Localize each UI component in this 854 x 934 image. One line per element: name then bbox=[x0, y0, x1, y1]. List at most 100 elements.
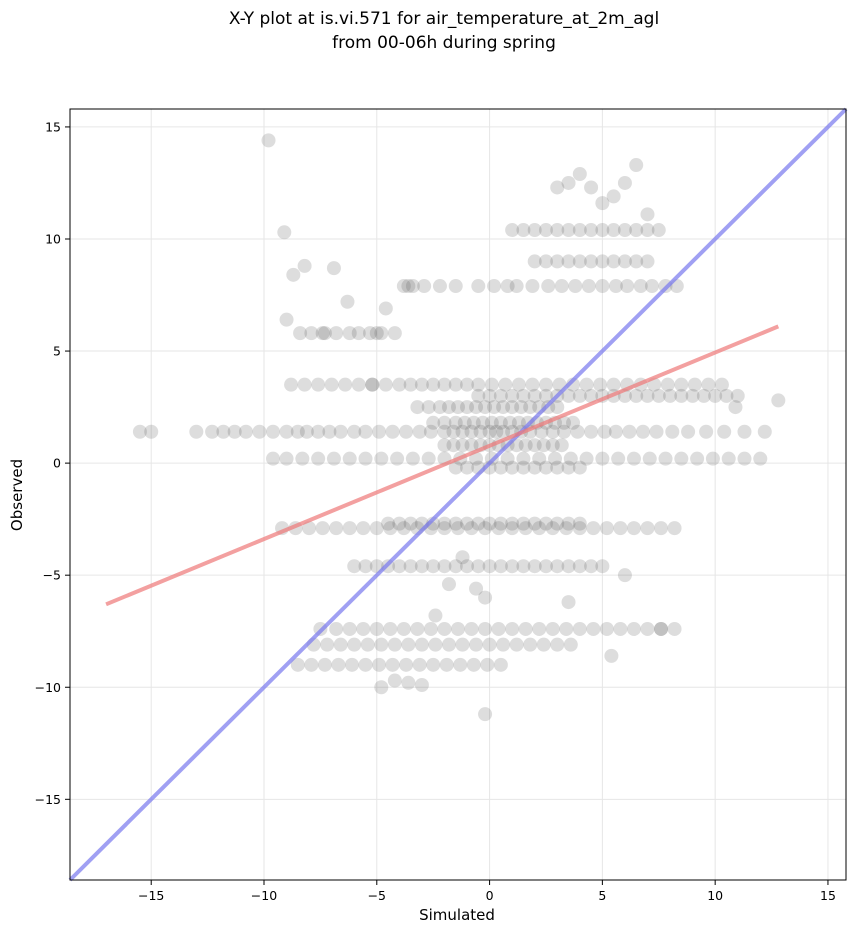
data-point bbox=[629, 158, 644, 173]
data-point bbox=[464, 438, 479, 453]
data-point bbox=[484, 415, 499, 430]
data-point bbox=[383, 621, 398, 636]
data-point bbox=[586, 521, 601, 536]
data-point bbox=[667, 521, 682, 536]
data-point bbox=[437, 559, 452, 574]
data-point bbox=[649, 424, 664, 439]
data-point bbox=[304, 326, 319, 341]
data-point bbox=[757, 424, 772, 439]
data-point bbox=[338, 377, 353, 392]
data-point bbox=[493, 559, 508, 574]
data-point bbox=[554, 279, 569, 294]
data-point bbox=[392, 377, 407, 392]
data-point bbox=[667, 621, 682, 636]
data-point bbox=[635, 424, 650, 439]
data-point bbox=[654, 621, 669, 636]
data-point bbox=[651, 388, 666, 403]
data-point bbox=[572, 388, 587, 403]
data-point bbox=[372, 424, 387, 439]
data-point bbox=[351, 377, 366, 392]
data-point bbox=[674, 388, 689, 403]
data-point bbox=[493, 415, 508, 430]
data-point bbox=[471, 516, 486, 531]
data-point bbox=[451, 521, 465, 536]
data-point bbox=[550, 180, 565, 195]
data-point bbox=[505, 521, 520, 536]
data-point bbox=[378, 301, 393, 316]
data-point bbox=[437, 415, 452, 430]
data-point bbox=[286, 267, 301, 282]
y-tick-label: 5 bbox=[53, 344, 61, 359]
y-tick-label: 0 bbox=[53, 456, 61, 471]
data-point bbox=[261, 133, 276, 148]
data-point bbox=[681, 424, 696, 439]
data-point bbox=[266, 451, 281, 466]
data-point bbox=[482, 637, 497, 652]
data-point bbox=[538, 254, 553, 269]
data-point bbox=[437, 424, 452, 439]
data-point bbox=[426, 657, 441, 672]
data-point bbox=[484, 377, 499, 392]
data-point bbox=[599, 621, 614, 636]
data-point bbox=[489, 424, 504, 439]
data-point bbox=[329, 326, 344, 341]
data-point bbox=[518, 521, 533, 536]
data-point bbox=[238, 424, 253, 439]
data-point bbox=[378, 377, 393, 392]
data-point bbox=[329, 621, 344, 636]
data-point bbox=[505, 460, 520, 475]
chart-title-line-1: X-Y plot at is.vi.571 for air_temperatur… bbox=[229, 9, 659, 29]
data-point bbox=[311, 424, 326, 439]
y-axis-label: Observed bbox=[8, 459, 26, 531]
data-point bbox=[753, 451, 768, 466]
data-point bbox=[369, 521, 384, 536]
data-point bbox=[441, 400, 456, 415]
data-point bbox=[385, 657, 400, 672]
data-point bbox=[550, 223, 565, 238]
data-point bbox=[701, 377, 716, 392]
data-point bbox=[417, 279, 432, 294]
data-point bbox=[451, 621, 465, 636]
data-point bbox=[584, 223, 599, 238]
data-point bbox=[284, 377, 299, 392]
data-point bbox=[708, 388, 723, 403]
data-point bbox=[518, 621, 533, 636]
data-point bbox=[523, 400, 538, 415]
data-point bbox=[660, 377, 675, 392]
data-point bbox=[396, 521, 411, 536]
data-point bbox=[426, 415, 441, 430]
data-point bbox=[599, 521, 614, 536]
data-point bbox=[414, 678, 429, 693]
data-point bbox=[356, 521, 371, 536]
data-point bbox=[205, 424, 220, 439]
data-point bbox=[606, 223, 621, 238]
data-point bbox=[347, 424, 362, 439]
data-point bbox=[412, 424, 427, 439]
data-point bbox=[315, 521, 330, 536]
data-point bbox=[674, 377, 689, 392]
data-point bbox=[523, 637, 538, 652]
data-point bbox=[399, 657, 414, 672]
data-point bbox=[491, 521, 506, 536]
data-point bbox=[500, 451, 515, 466]
data-point bbox=[586, 621, 601, 636]
y-tick-label: −10 bbox=[35, 680, 61, 695]
data-point bbox=[322, 424, 337, 439]
data-point bbox=[464, 521, 479, 536]
data-point bbox=[658, 451, 673, 466]
data-point bbox=[475, 415, 490, 430]
data-point bbox=[498, 377, 513, 392]
data-point bbox=[559, 521, 574, 536]
data-point bbox=[414, 559, 429, 574]
data-point bbox=[293, 326, 308, 341]
data-point bbox=[403, 559, 418, 574]
data-point bbox=[460, 559, 475, 574]
data-point bbox=[216, 424, 231, 439]
data-point bbox=[527, 254, 542, 269]
data-point bbox=[478, 707, 493, 722]
data-point bbox=[405, 279, 420, 294]
data-point bbox=[358, 424, 373, 439]
data-point bbox=[347, 637, 362, 652]
data-point bbox=[432, 400, 447, 415]
data-point bbox=[717, 424, 732, 439]
